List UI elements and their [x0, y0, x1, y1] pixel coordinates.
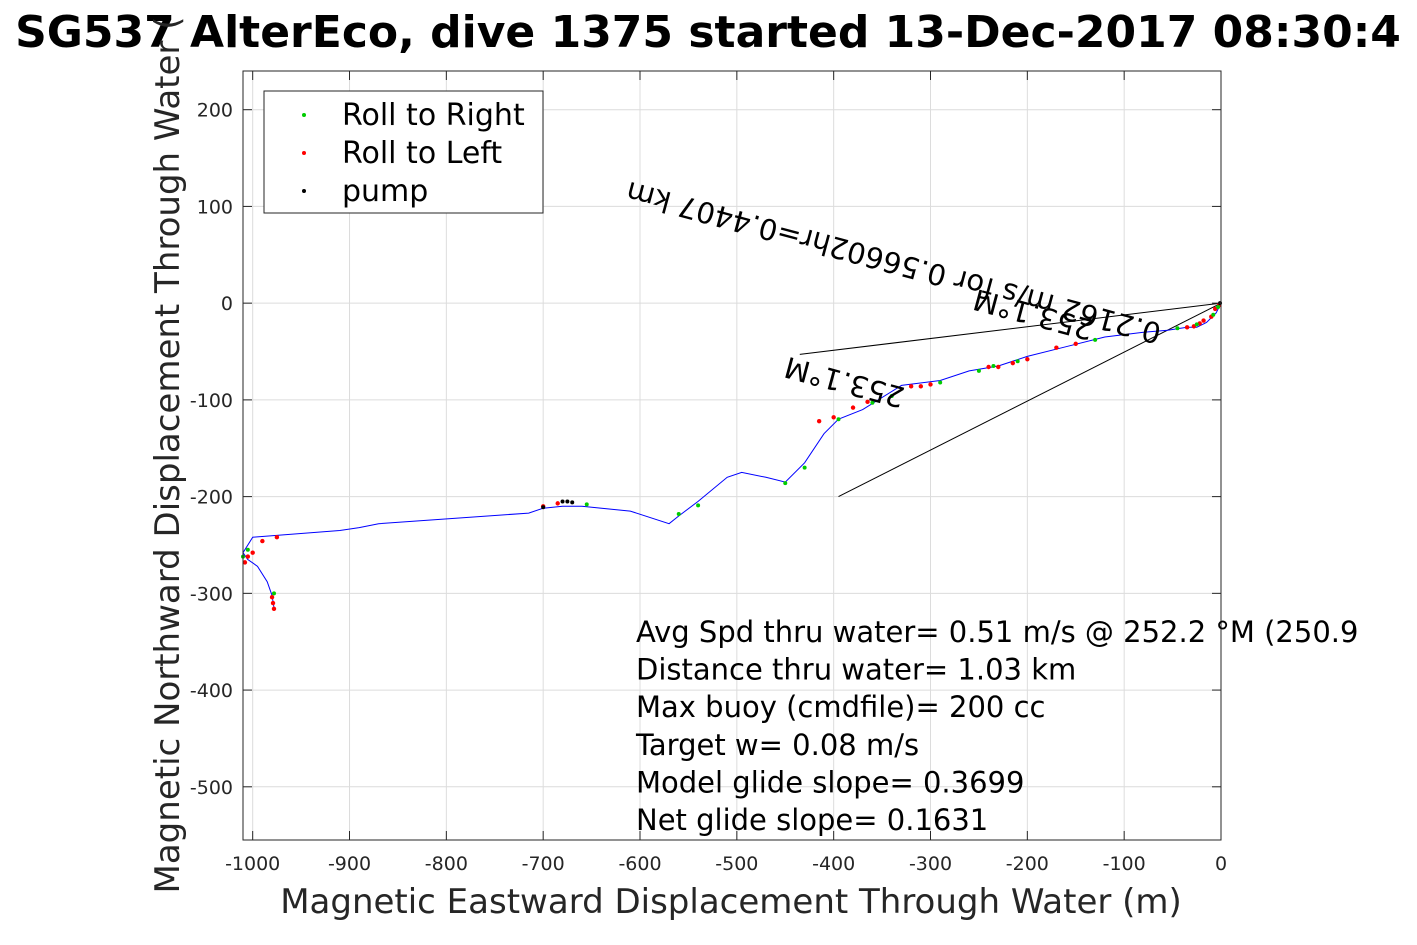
- roll-right-point: [1194, 322, 1199, 327]
- roll-markers: [241, 301, 1223, 612]
- roll-left-point: [274, 535, 280, 540]
- legend-label-roll-left: Roll to Left: [342, 136, 502, 171]
- x-tick-label: -800: [425, 853, 468, 875]
- annotation-line: Model glide slope= 0.3699: [636, 765, 1024, 799]
- roll-right-point: [991, 364, 996, 369]
- y-tick-label: 100: [197, 196, 233, 218]
- y-tick-label: -100: [190, 390, 233, 412]
- reference-line: [799, 302, 1222, 355]
- roll-left-point: [928, 382, 933, 387]
- reference-line: [838, 302, 1222, 498]
- legend-marker-roll-right: [302, 113, 306, 117]
- y-tick-label: 0: [221, 293, 233, 315]
- x-tick-label: 0: [1215, 853, 1227, 875]
- legend-label-roll-right: Roll to Right: [342, 98, 525, 133]
- roll-right-point: [802, 465, 807, 470]
- reference-lines: [799, 302, 1222, 498]
- roll-left-point: [555, 501, 560, 506]
- chart-title: SG537 AlterEco, dive 1375 started 13-Dec…: [15, 7, 1401, 58]
- roll-right-point: [676, 512, 681, 517]
- roll-left-point: [242, 560, 248, 565]
- x-tick-label: -400: [812, 853, 855, 875]
- pump-point: [570, 500, 575, 505]
- roll-right-point: [1093, 337, 1098, 342]
- y-tick-label: -400: [190, 680, 233, 702]
- roll-left-point: [865, 399, 870, 405]
- x-tick-label: -100: [1103, 853, 1146, 875]
- roll-left-point: [1201, 318, 1206, 323]
- roll-left-point: [831, 415, 836, 420]
- roll-right-point: [783, 481, 788, 486]
- roll-left-point: [850, 405, 856, 410]
- legend-marker-roll-left: [302, 151, 306, 155]
- roll-right-point: [938, 380, 943, 385]
- x-tick-label: -300: [909, 853, 952, 875]
- roll-left-point: [986, 364, 991, 370]
- x-tick-label: -500: [715, 853, 758, 875]
- roll-left-point: [250, 550, 255, 555]
- roll-right-point: [976, 368, 981, 373]
- roll-left-point: [271, 606, 277, 612]
- roll-right-point: [245, 547, 250, 552]
- roll-left-point: [996, 364, 1001, 370]
- track-series: [242, 302, 1222, 608]
- y-tick-label: -500: [190, 777, 233, 799]
- legend-box: [263, 90, 544, 214]
- roll-right-point: [696, 503, 701, 508]
- y-tick-label: 200: [197, 100, 233, 122]
- roll-right-point: [584, 502, 589, 507]
- roll-right-point: [870, 400, 875, 405]
- legend-label-pump: pump: [342, 174, 428, 209]
- roll-right-point: [836, 417, 841, 422]
- roll-right-point: [1015, 359, 1020, 364]
- roll-left-point: [245, 554, 251, 559]
- legend: Roll to Right Roll to Left pump: [263, 90, 544, 214]
- pump-point: [541, 505, 546, 510]
- pump-point: [565, 499, 570, 504]
- roll-right-point: [1175, 326, 1180, 331]
- annotation-line: Distance thru water= 1.03 km: [636, 653, 1076, 687]
- roll-left-point: [908, 384, 914, 389]
- roll-left-point: [1054, 345, 1059, 350]
- legend-marker-pump: [302, 189, 306, 193]
- roll-left-point: [270, 600, 276, 606]
- x-axis-label: Magnetic Eastward Displacement Through W…: [280, 882, 1182, 922]
- track-line: [242, 302, 1222, 608]
- pump-point: [560, 499, 565, 504]
- annotation-line: Max buoy (cmdfile)= 200 cc: [636, 690, 1045, 724]
- roll-left-point: [1184, 325, 1190, 330]
- roll-right-point: [1216, 305, 1221, 310]
- annotation-line: Avg Spd thru water= 0.51 m/s @ 252.2 °M …: [636, 615, 1358, 649]
- x-tick-label: -200: [1006, 853, 1049, 875]
- y-tick-label: -200: [190, 487, 233, 509]
- roll-left-point: [918, 384, 924, 389]
- roll-left-point: [1073, 341, 1078, 346]
- roll-left-point: [1025, 357, 1030, 362]
- roll-right-point: [271, 591, 276, 596]
- roll-left-point: [269, 595, 275, 600]
- annotation-line: Net glide slope= 0.1631: [636, 803, 988, 837]
- plot-frame: [242, 70, 1222, 841]
- x-tick-label: -900: [328, 853, 371, 875]
- roll-right-point: [889, 394, 894, 399]
- roll-left-point: [260, 538, 265, 544]
- roll-left-point: [816, 418, 822, 424]
- y-tick-label: -300: [190, 583, 233, 605]
- x-tick-label: -600: [618, 853, 661, 875]
- annotation-line: Target w= 0.08 m/s: [635, 728, 919, 762]
- roll-left-point: [1010, 360, 1016, 366]
- axis-ticks: -1000 -900 -800 -700 -600 -500 -400 -300 -200 -10…: [190, 71, 1227, 875]
- annotations: Avg Spd thru water= 0.51 m/s @ 252.2 °M …: [635, 615, 1358, 837]
- x-tick-label: -700: [522, 853, 565, 875]
- x-tick-label: -1000: [225, 853, 280, 875]
- roll-right-point: [1211, 312, 1216, 317]
- y-axis-label: Magnetic Northward Displacement Through …: [148, 17, 188, 894]
